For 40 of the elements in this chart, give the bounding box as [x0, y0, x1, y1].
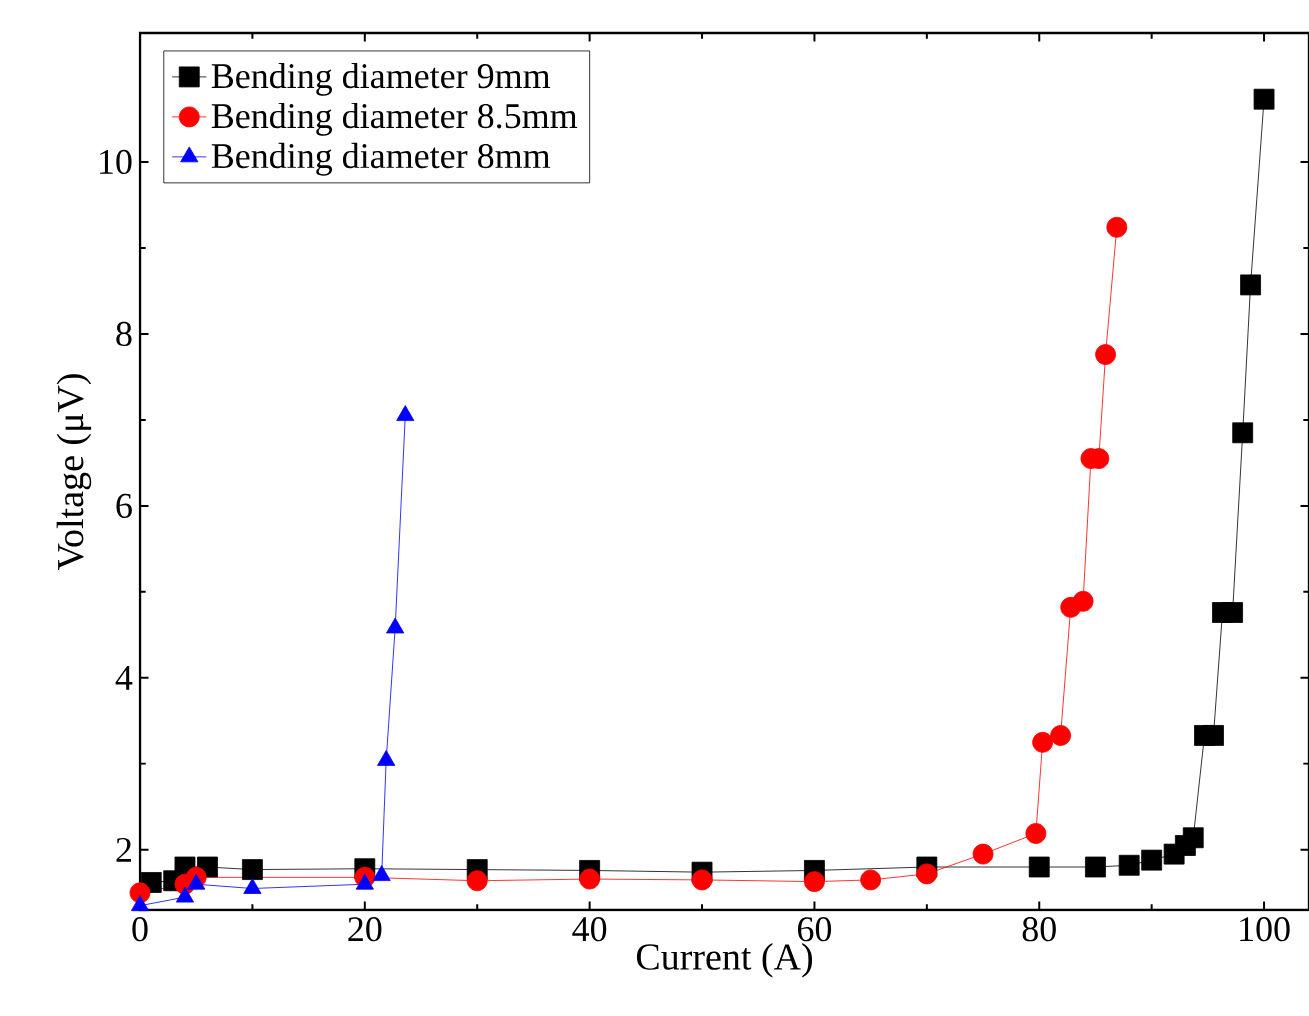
y-tick-label: 8 [116, 321, 132, 347]
point [1182, 827, 1204, 849]
x-tick-label: 100 [1240, 917, 1290, 942]
point [1240, 274, 1261, 296]
y-tick-label: 2 [116, 837, 131, 862]
point [804, 871, 825, 893]
x-tick-label: 60 [797, 917, 832, 942]
point [1118, 854, 1140, 876]
legend-label: Bending diameter 8.5mm [211, 102, 578, 136]
x-axis-title: Current (A) [636, 943, 813, 978]
legend-label: Bending diameter 9mm [211, 62, 551, 96]
point [1025, 823, 1047, 844]
point [466, 870, 488, 892]
point [1072, 590, 1094, 612]
point [1050, 725, 1072, 746]
y-tick-label: 4 [115, 665, 133, 690]
point [1253, 88, 1275, 110]
x-tick-label: 40 [572, 917, 607, 942]
x-tick-label: 80 [1022, 917, 1056, 942]
point [691, 869, 713, 891]
point [1085, 856, 1106, 878]
point [579, 868, 601, 890]
point [1141, 849, 1163, 871]
point [972, 843, 994, 865]
point [916, 863, 938, 885]
y-axis-title: Voltage (μV) [56, 374, 92, 571]
point [1232, 422, 1254, 444]
point [1095, 344, 1116, 365]
point [1032, 731, 1054, 753]
point [1222, 602, 1243, 623]
y-tick-label: 10 [100, 149, 132, 175]
point [1106, 216, 1128, 238]
point [242, 859, 263, 880]
point [860, 869, 882, 891]
legend-label: Bending diameter 8mm [211, 142, 551, 176]
y-tick-label: 6 [116, 493, 132, 518]
x-tick-label: 0 [132, 917, 148, 942]
point [1203, 725, 1224, 746]
x-tick-label: 20 [348, 917, 382, 942]
point [1028, 856, 1050, 878]
